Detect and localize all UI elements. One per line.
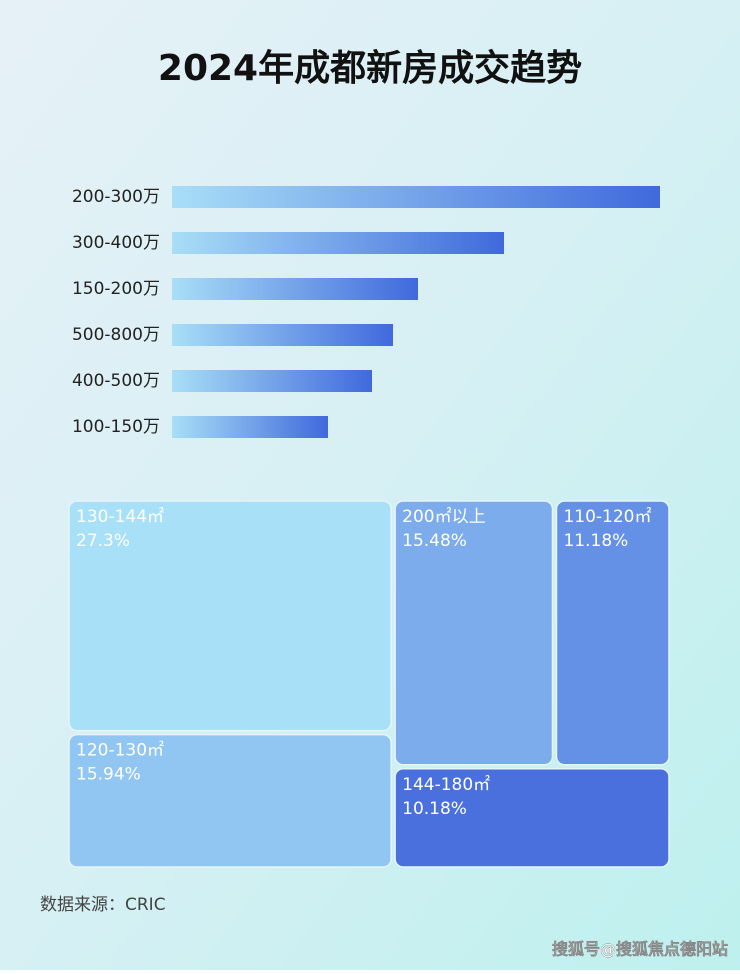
cell-value: 11.18% [563, 531, 628, 551]
cell-label: 200㎡以上 [402, 507, 485, 527]
y-tick-label: 150-200万 [72, 279, 160, 299]
bar [172, 370, 372, 392]
cell-value: 10.18% [402, 799, 467, 819]
cell-label: 130-144㎡ [76, 507, 164, 527]
treemap-cell [394, 500, 554, 766]
watermark: 搜狐号@搜狐焦点德阳站 [552, 940, 728, 959]
treemap-cell [68, 733, 392, 868]
chart-title: 2024年成都新房成交趋势 [158, 47, 582, 89]
bar [172, 416, 328, 438]
bar [172, 232, 504, 254]
cell-label: 110-120㎡ [563, 507, 651, 527]
cell-value: 15.48% [402, 531, 467, 551]
bar [172, 186, 660, 208]
bar [172, 278, 418, 300]
bar [172, 324, 393, 346]
cell-value: 27.3% [76, 531, 130, 551]
treemap-cell [68, 500, 392, 732]
treemap-cell [394, 768, 670, 868]
y-tick-label: 100-150万 [72, 417, 160, 437]
treemap-cell [555, 500, 670, 766]
y-tick-label: 200-300万 [72, 187, 160, 207]
cell-label: 120-130㎡ [76, 741, 164, 761]
y-tick-label: 300-400万 [72, 233, 160, 253]
cell-value: 15.94% [76, 765, 141, 785]
cell-label: 144-180㎡ [402, 775, 490, 795]
y-tick-label: 500-800万 [72, 325, 160, 345]
source: 数据来源：CRIC [40, 895, 166, 915]
y-tick-label: 400-500万 [72, 371, 160, 391]
